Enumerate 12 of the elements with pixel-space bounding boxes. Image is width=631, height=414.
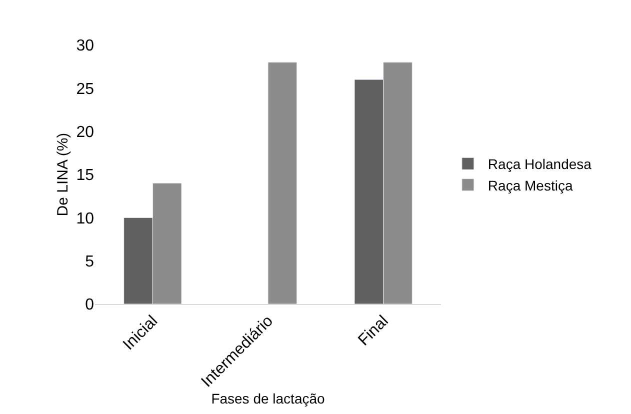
y-tick-label: 20 bbox=[76, 124, 94, 141]
legend-label: Raça Holandesa bbox=[488, 156, 592, 172]
bar bbox=[268, 62, 298, 304]
y-tick-label: 5 bbox=[85, 253, 94, 270]
y-tick-label: 30 bbox=[76, 38, 94, 55]
y-tick-label: 15 bbox=[76, 167, 94, 184]
y-axis-title: De LINA (%) bbox=[54, 132, 72, 216]
y-tick-label: 10 bbox=[76, 210, 94, 228]
legend-label: Raça Mestiça bbox=[488, 177, 573, 194]
y-tick-label: 25 bbox=[76, 80, 94, 98]
x-axis-title: Fases de lactação bbox=[211, 390, 326, 407]
y-tick-label: 0 bbox=[85, 296, 94, 314]
